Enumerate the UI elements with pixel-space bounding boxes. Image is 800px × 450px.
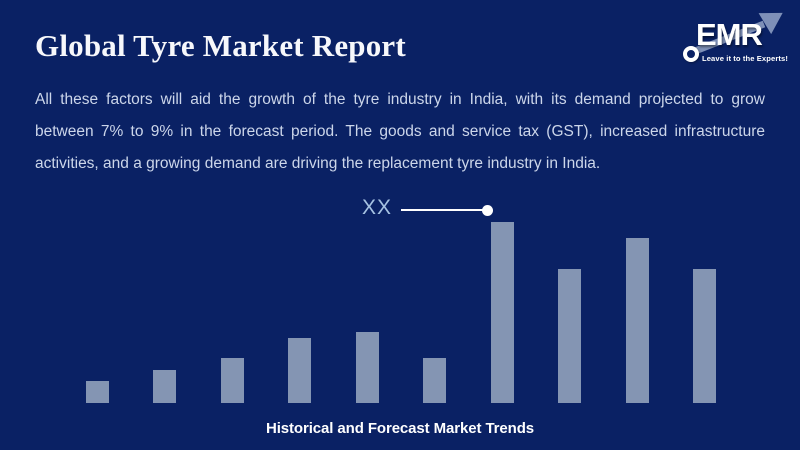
bar — [692, 269, 716, 403]
description: All these factors will aid the growth of… — [35, 84, 765, 180]
bar — [220, 357, 244, 403]
callout-label: XX — [362, 196, 393, 219]
bar — [288, 337, 312, 403]
logo-circle-icon — [683, 46, 699, 62]
bar — [490, 222, 514, 403]
bar-chart — [86, 222, 716, 403]
bar — [558, 269, 582, 403]
bar — [625, 238, 649, 403]
bar — [355, 332, 379, 403]
growth-arrow-icon — [688, 12, 783, 57]
callout-dot-icon — [482, 205, 493, 216]
emr-logo: EMR Leave it to the Experts! — [668, 12, 790, 68]
logo-tagline: Leave it to the Experts! — [702, 54, 788, 63]
callout-line — [401, 209, 488, 211]
chart-caption: Historical and Forecast Market Trends — [265, 420, 535, 437]
description-line: All these factors will aid the growth of… — [35, 91, 765, 108]
page-title: Global Tyre Market Report — [35, 28, 406, 63]
bar — [423, 357, 447, 403]
description-line: activities, and a growing demand are dri… — [35, 155, 601, 172]
bar — [86, 381, 109, 403]
bar — [153, 370, 177, 403]
logo-wordmark: EMR — [696, 17, 763, 52]
description-line: between 7% to 9% in the forecast period.… — [35, 123, 765, 140]
